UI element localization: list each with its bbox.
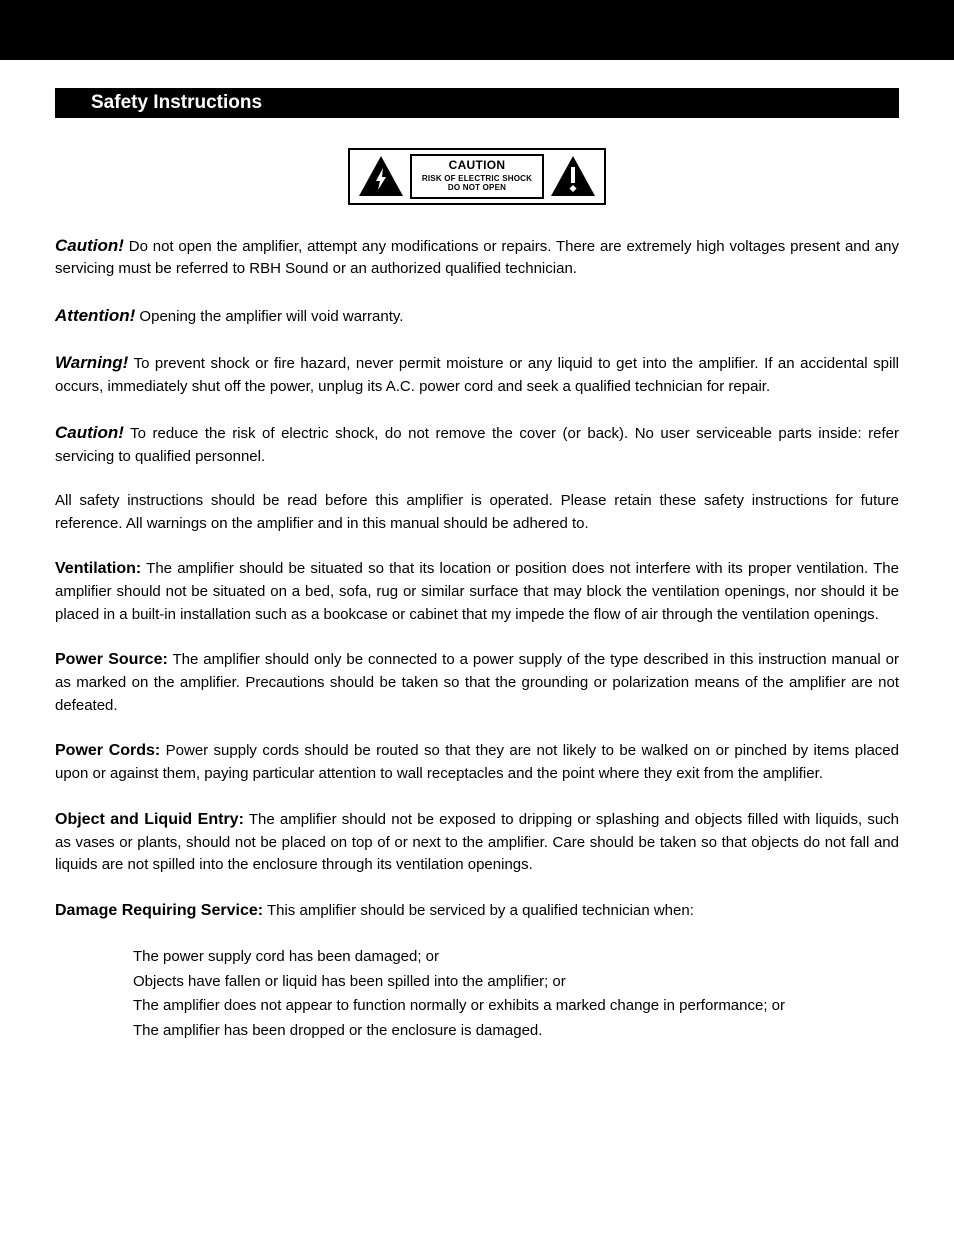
section-header: Safety Instructions — [55, 88, 899, 118]
para-power-source: Power Source: The amplifier should only … — [55, 648, 899, 717]
lead-power-source: Power Source: — [55, 651, 168, 668]
lead-damage-service: Damage Requiring Service: — [55, 902, 263, 919]
lead-power-cords: Power Cords: — [55, 742, 160, 759]
lightning-triangle-icon — [358, 155, 404, 197]
caution-box: CAUTION RISK OF ELECTRIC SHOCK DO NOT OP… — [348, 148, 606, 205]
lead-caution2: Caution! — [55, 423, 124, 442]
list-item: The power supply cord has been damaged; … — [133, 945, 899, 970]
lead-object-liquid: Object and Liquid Entry: — [55, 811, 244, 828]
text-caution2: To reduce the risk of electric shock, do… — [55, 425, 899, 465]
exclamation-triangle-icon — [550, 155, 596, 197]
para-object-liquid: Object and Liquid Entry: The amplifier s… — [55, 808, 899, 877]
text-caution1: Do not open the amplifier, attempt any m… — [55, 238, 899, 278]
para-warning: Warning! To prevent shock or fire hazard… — [55, 350, 899, 398]
page-content: Safety Instructions CAUTION RISK OF ELEC… — [0, 88, 954, 1044]
text-power-cords: Power supply cords should be routed so t… — [55, 742, 899, 782]
para-power-cords: Power Cords: Power supply cords should b… — [55, 739, 899, 786]
damage-list: The power supply cord has been damaged; … — [133, 945, 899, 1044]
para-caution-open: Caution! Do not open the amplifier, atte… — [55, 233, 899, 281]
text-ventilation: The amplifier should be situated so that… — [55, 560, 899, 623]
para-read-instructions: All safety instructions should be read b… — [55, 490, 899, 535]
caution-risk-line2: DO NOT OPEN — [422, 184, 532, 193]
text-read: All safety instructions should be read b… — [55, 492, 899, 532]
list-item: Objects have fallen or liquid has been s… — [133, 970, 899, 995]
para-ventilation: Ventilation: The amplifier should be sit… — [55, 557, 899, 626]
caution-box-container: CAUTION RISK OF ELECTRIC SHOCK DO NOT OP… — [55, 148, 899, 205]
lead-ventilation: Ventilation: — [55, 560, 141, 577]
lead-warning: Warning! — [55, 353, 128, 372]
lead-attention: Attention! — [55, 306, 135, 325]
caution-word: CAUTION — [422, 159, 532, 172]
para-caution-shock: Caution! To reduce the risk of electric … — [55, 420, 899, 468]
text-damage-service: This amplifier should be serviced by a q… — [263, 902, 694, 919]
para-damage-service: Damage Requiring Service: This amplifier… — [55, 899, 899, 923]
caution-label-box: CAUTION RISK OF ELECTRIC SHOCK DO NOT OP… — [410, 154, 544, 199]
para-attention: Attention! Opening the amplifier will vo… — [55, 303, 899, 329]
text-power-source: The amplifier should only be connected t… — [55, 651, 899, 714]
list-item: The amplifier has been dropped or the en… — [133, 1019, 899, 1044]
list-item: The amplifier does not appear to functio… — [133, 994, 899, 1019]
top-black-bar — [0, 0, 954, 60]
text-warning: To prevent shock or fire hazard, never p… — [55, 355, 899, 395]
text-attention: Opening the amplifier will void warranty… — [135, 308, 403, 325]
lead-caution1: Caution! — [55, 236, 124, 255]
